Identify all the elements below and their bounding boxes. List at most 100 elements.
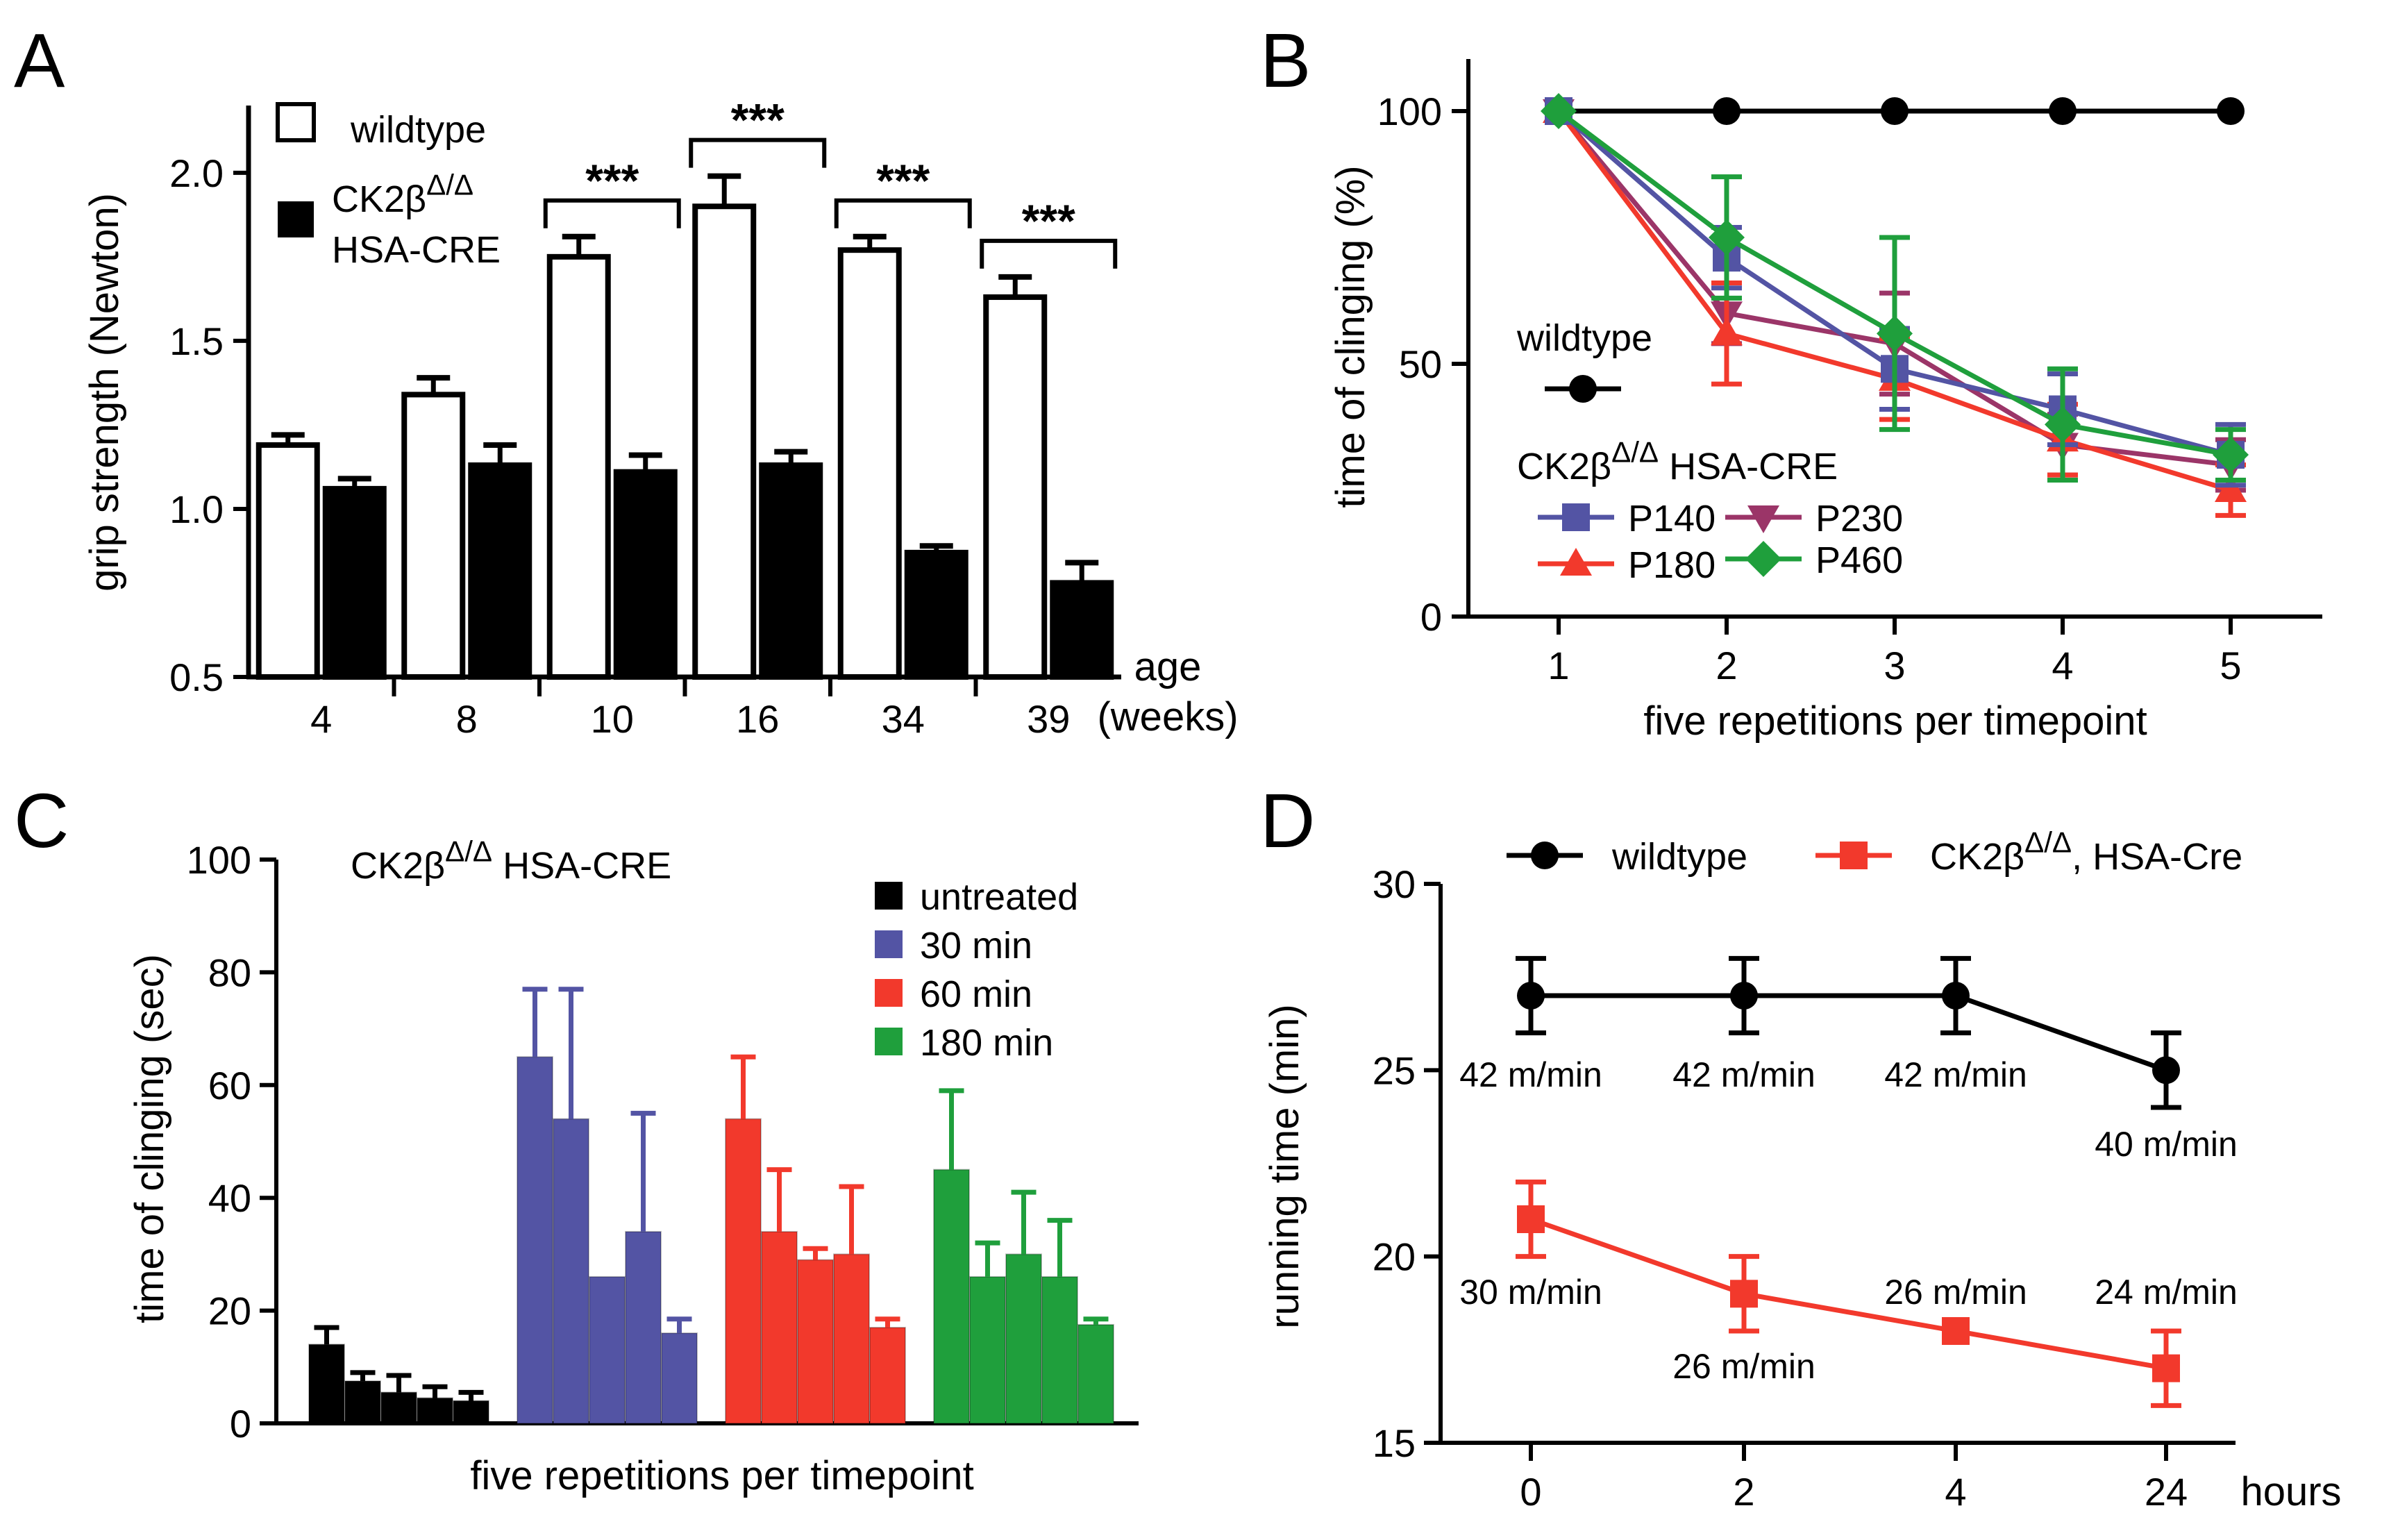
legend-swatch-30-min xyxy=(875,930,903,958)
bar-untreated xyxy=(308,1344,345,1424)
x-tick-label: 4 xyxy=(1945,1470,1966,1514)
line-mutant xyxy=(1529,1216,2167,1371)
speed-annotation: 42 m/min xyxy=(1459,1055,1602,1094)
x-tick-label: 1 xyxy=(1548,644,1569,687)
legend-label-untreated: untreated xyxy=(920,876,1078,918)
x-tick-label: 5 xyxy=(2220,644,2241,687)
point-wildtype xyxy=(1517,982,1545,1010)
x-tick-label: 0 xyxy=(1520,1470,1541,1514)
bar-mutant xyxy=(759,462,823,680)
panel-b-clinging-percent-chart: 0 50 100 1 2 3 4 5 five repetitions per timepoin… xyxy=(1328,59,2322,744)
legend-marker-P140 xyxy=(1562,503,1590,531)
x-axis-title: five repetitions per timepoint xyxy=(1643,698,2147,744)
significance-bracket xyxy=(834,198,972,228)
legend-group-label: CK2βΔ/Δ HSA-CRE xyxy=(1517,436,1838,487)
legend-label-wildtype: wildtype xyxy=(350,109,486,151)
speed-annotation: 26 m/min xyxy=(1884,1273,2027,1312)
x-tick-label: 16 xyxy=(736,697,779,741)
bar-mutant xyxy=(1050,580,1114,680)
bar-wildtype xyxy=(837,247,902,680)
legend-label-30-min: 30 min xyxy=(920,925,1032,966)
point-P460 xyxy=(1541,93,1577,129)
y-tick-label: 100 xyxy=(1377,90,1442,133)
x-tick-label: 2 xyxy=(1733,1470,1754,1514)
speed-annotation: 24 m/min xyxy=(2095,1273,2238,1312)
point-mutant xyxy=(2152,1354,2180,1382)
point-wildtype xyxy=(1881,97,1909,125)
bar-mutant xyxy=(468,462,532,680)
legend-marker-mutant xyxy=(1840,842,1868,869)
bar-180-min xyxy=(1077,1323,1114,1425)
bar-untreated xyxy=(453,1400,489,1425)
y-tick-label: 0.5 xyxy=(169,655,224,699)
x-tick-label: 2 xyxy=(1716,644,1737,687)
point-wildtype xyxy=(1713,97,1741,125)
significance-bracket xyxy=(543,198,681,228)
x-tick-label: 4 xyxy=(310,697,332,741)
bar-30-min xyxy=(553,1118,589,1425)
bar-mutant xyxy=(613,469,678,680)
bar-180-min xyxy=(969,1275,1006,1424)
bar-untreated xyxy=(344,1380,381,1424)
legend-swatch-untreated xyxy=(875,882,903,910)
point-P460 xyxy=(1709,219,1745,256)
y-tick-label: 60 xyxy=(208,1064,251,1107)
significance-stars: *** xyxy=(876,155,930,206)
legend-swatch-180-min xyxy=(875,1028,903,1055)
panel-a-grip-strength-chart: 0.5 1.0 1.5 2.0 grip strength (Newton) 4 8 10 16… xyxy=(82,94,1239,741)
legend-label-mutant: CK2βΔ/Δ, HSA-Cre xyxy=(1930,826,2242,878)
y-tick-label: 20 xyxy=(1373,1235,1416,1279)
x-axis-title: hours xyxy=(2240,1469,2341,1514)
y-axis-title: time of clinging (%) xyxy=(1328,165,1373,508)
point-wildtype xyxy=(2049,97,2077,125)
point-P180 xyxy=(2215,474,2247,502)
y-axis-title: time of clinging (sec) xyxy=(127,954,172,1323)
point-P460 xyxy=(1877,315,1913,352)
legend-label-mutant-line1: CK2βΔ/Δ xyxy=(332,169,473,220)
x-axis-title: five repetitions per timepoint xyxy=(470,1453,973,1498)
panel-label-a: A xyxy=(14,18,65,103)
legend-label-P230: P230 xyxy=(1815,498,1903,539)
bar-wildtype xyxy=(546,253,611,680)
point-P180 xyxy=(1711,317,1743,346)
bar-untreated xyxy=(417,1397,453,1424)
legend-title-wildtype: wildtype xyxy=(1516,317,1652,359)
bar-180-min xyxy=(933,1169,970,1424)
significance-stars: *** xyxy=(585,155,639,206)
y-tick-label: 2.0 xyxy=(169,151,224,195)
x-tick-label: 4 xyxy=(2052,644,2073,687)
speed-annotation: 40 m/min xyxy=(2095,1125,2238,1164)
legend-swatch-mutant xyxy=(278,201,314,237)
x-tick-label: 34 xyxy=(882,697,925,741)
bar-180-min xyxy=(1041,1275,1078,1424)
legend-marker-wildtype xyxy=(1531,842,1559,869)
point-mutant xyxy=(1517,1205,1545,1233)
x-axis-title-line2: (weeks) xyxy=(1097,694,1238,739)
y-tick-label: 50 xyxy=(1399,342,1442,386)
y-tick-label: 0 xyxy=(230,1402,251,1446)
speed-annotation: 42 m/min xyxy=(1884,1055,2027,1094)
legend-label-60-min: 60 min xyxy=(920,973,1032,1015)
point-P460 xyxy=(2045,406,2081,443)
x-tick-label: 3 xyxy=(1884,644,1905,687)
panel-c-clinging-seconds-chart: 0 20 40 60 80 100 time of clinging (sec) five r… xyxy=(127,835,1139,1498)
legend-label-mutant-line2: HSA-CRE xyxy=(332,229,501,271)
line-wildtype xyxy=(1531,993,2167,1073)
panel-label-b: B xyxy=(1260,18,1311,103)
panel-label-c: C xyxy=(14,778,69,864)
x-axis-title-line1: age xyxy=(1134,644,1202,689)
x-tick-label: 24 xyxy=(2145,1470,2188,1514)
legend-label-P460: P460 xyxy=(1815,539,1903,581)
x-tick-label: 39 xyxy=(1027,697,1070,741)
bar-wildtype xyxy=(401,392,466,680)
bar-mutant xyxy=(904,549,968,680)
legend-label-wildtype: wildtype xyxy=(1611,836,1747,878)
point-wildtype xyxy=(1730,982,1758,1010)
speed-annotation: 26 m/min xyxy=(1672,1347,1815,1386)
legend-marker-P230 xyxy=(1747,505,1779,533)
bar-mutant xyxy=(322,485,387,680)
y-tick-label: 20 xyxy=(208,1289,251,1333)
point-mutant xyxy=(1730,1280,1758,1308)
y-tick-label: 100 xyxy=(187,838,251,882)
